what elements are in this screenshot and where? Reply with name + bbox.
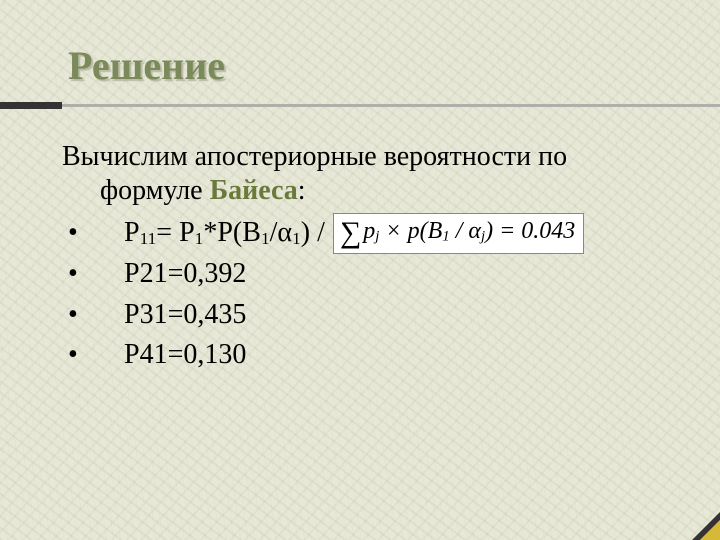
f: ) = 0.043 — [485, 218, 575, 244]
txt: *Р(В — [203, 217, 261, 248]
intro-line2-suffix: : — [298, 175, 306, 206]
sigma-icon: ∑ — [340, 216, 363, 249]
sub: 11 — [140, 230, 157, 249]
formula-box: ∑pj × p(B1 / αj) = 0.043 — [333, 213, 584, 254]
sub: 1 — [292, 230, 301, 249]
f: / α — [450, 218, 481, 244]
bullet-list: • Р11= Р1*Р(В1/α1) / ∑pj × p(B1 / αj) = … — [62, 213, 682, 376]
intro-line1: Вычислим апостериорные вероятности по — [62, 141, 567, 172]
sub: 1 — [442, 229, 449, 245]
bayes-word: Байеса — [210, 175, 298, 206]
item-text: Р41=0,130 — [124, 335, 246, 376]
divider-light — [62, 104, 720, 107]
item-text: Р21=0,392 — [124, 254, 246, 295]
corner-accent-gold — [700, 520, 720, 540]
txt: = Р — [156, 217, 194, 248]
f: p(B — [408, 218, 443, 244]
item-text: Р31=0,435 — [124, 295, 246, 336]
intro-text: Вычислим апостериорные вероятности по фо… — [62, 140, 682, 207]
bullet-marker: • — [62, 213, 124, 254]
item-text: Р11= Р1*Р(В1/α1) / ∑pj × p(B1 / αj) = 0.… — [124, 213, 584, 254]
slide-title: Решение — [68, 42, 225, 89]
list-item: • Р41=0,130 — [62, 335, 682, 376]
bullet-marker: • — [62, 335, 124, 376]
list-item: • Р21=0,392 — [62, 254, 682, 295]
f: p — [363, 218, 375, 244]
intro-line2-prefix: формуле — [100, 175, 210, 206]
divider-dark — [0, 102, 62, 109]
list-item: • Р31=0,435 — [62, 295, 682, 336]
bullet-marker: • — [62, 254, 124, 295]
txt: ) / — [301, 217, 325, 248]
sub: 1 — [261, 230, 270, 249]
p-sym: Р — [124, 217, 140, 248]
bullet-marker: • — [62, 295, 124, 336]
f: × — [379, 218, 407, 244]
content-area: Вычислим апостериорные вероятности по фо… — [62, 140, 682, 376]
list-item: • Р11= Р1*Р(В1/α1) / ∑pj × p(B1 / αj) = … — [62, 213, 682, 254]
txt: /α — [270, 217, 292, 248]
